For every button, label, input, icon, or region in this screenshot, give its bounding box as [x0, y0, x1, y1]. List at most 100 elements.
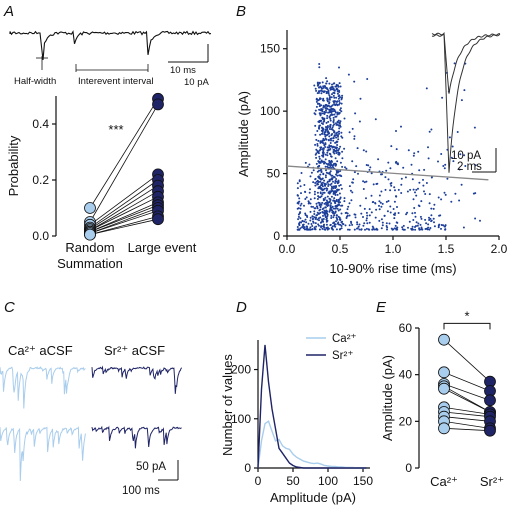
b-data-point: [299, 185, 302, 188]
b-data-point: [414, 215, 417, 218]
b-data-point: [326, 87, 328, 90]
b-data-point: [460, 99, 463, 102]
e-pair-line: [443, 406, 491, 415]
b-data-point: [374, 118, 377, 121]
b-data-point: [331, 104, 334, 107]
b-data-point: [304, 218, 307, 221]
b-data-point: [313, 216, 316, 219]
b-data-point: [366, 78, 369, 80]
b-data-point: [316, 81, 319, 84]
b-data-point: [393, 186, 396, 189]
b-data-point: [381, 221, 384, 224]
b-data-point: [359, 97, 362, 100]
b-data-point: [320, 182, 323, 185]
b-data-point: [329, 173, 332, 176]
b-data-point: [356, 223, 359, 226]
b-data-point: [340, 187, 343, 190]
b-data-point: [421, 228, 424, 231]
b-data-point: [326, 131, 329, 133]
b-data-point: [308, 228, 311, 231]
b-data-point: [374, 202, 377, 205]
b-data-point: [319, 146, 322, 149]
a-pair-line: [89, 202, 159, 233]
b-data-point: [387, 200, 390, 202]
b-data-point: [324, 107, 327, 110]
b-data-point: [312, 181, 315, 184]
b-data-point: [414, 226, 416, 228]
a-category-random: Random: [65, 240, 114, 255]
b-data-point: [427, 157, 430, 160]
b-data-point: [333, 131, 335, 134]
b-data-point: [298, 224, 301, 227]
b-data-point: [305, 221, 308, 224]
b-data-point: [329, 198, 332, 201]
b-data-point: [335, 171, 338, 174]
b-data-point: [367, 164, 370, 167]
b-data-point: [336, 103, 338, 106]
a-category-random-2: Summation: [57, 256, 123, 271]
a-pair-line: [89, 174, 159, 226]
b-data-point: [334, 211, 337, 214]
b-data-point: [316, 84, 319, 87]
b-data-point: [329, 88, 332, 91]
panel-label-a: A: [3, 3, 14, 20]
c-trace: [0, 366, 86, 409]
b-data-point: [321, 208, 324, 211]
b-data-point: [304, 212, 307, 215]
b-data-point: [354, 216, 357, 219]
b-data-point: [333, 185, 336, 188]
b-data-point: [400, 183, 403, 186]
b-data-point: [316, 198, 319, 200]
b-data-point: [338, 94, 341, 97]
b-data-point: [353, 228, 356, 231]
b-data-point: [324, 158, 327, 161]
b-data-point: [338, 132, 341, 135]
b-data-point: [443, 225, 446, 228]
b-data-point: [360, 228, 363, 231]
b-data-point: [454, 192, 457, 195]
b-data-point: [339, 85, 342, 88]
b-x-tick-label: 1.0: [385, 242, 402, 256]
b-data-point: [325, 189, 328, 192]
b-data-point: [397, 212, 400, 214]
d-x-tick-label: 150: [353, 474, 373, 488]
b-data-point: [380, 218, 383, 221]
b-data-point: [332, 124, 335, 127]
d-y-tick-label: 0: [244, 461, 251, 475]
b-data-point: [337, 85, 340, 88]
b-data-point: [337, 179, 340, 182]
b-data-point: [416, 224, 419, 227]
b-x-tick-label: 0.5: [332, 242, 349, 256]
b-data-point: [321, 188, 324, 191]
b-data-point: [314, 182, 317, 184]
b-data-point: [317, 187, 320, 190]
b-data-point: [333, 92, 336, 95]
a-pair-line: [89, 216, 159, 235]
b-data-point: [330, 139, 332, 142]
b-y-tick-label: 0: [273, 229, 280, 243]
b-inset-amp-label: 10 pA: [451, 150, 481, 162]
b-data-point: [370, 194, 373, 197]
e-pair-line: [443, 383, 491, 401]
e-pair-line: [443, 371, 491, 392]
b-data-point: [335, 152, 338, 154]
b-data-point: [402, 224, 405, 227]
b-data-point: [309, 216, 312, 219]
b-y-axis-label: Amplitude (pA): [236, 91, 251, 177]
b-data-point: [326, 151, 329, 154]
b-data-point: [329, 145, 332, 148]
b-data-point: [315, 202, 318, 205]
a-y-tick-label: 0.4: [32, 117, 49, 131]
b-data-point: [336, 144, 339, 146]
b-data-point: [318, 204, 321, 206]
b-data-point: [329, 183, 332, 186]
b-data-point: [311, 225, 314, 227]
b-data-point: [335, 150, 337, 153]
b-data-point: [459, 153, 462, 156]
a-random-point: [84, 202, 96, 214]
b-data-point: [334, 146, 337, 149]
b-data-point: [428, 193, 431, 196]
b-data-point: [379, 201, 382, 204]
b-data-point: [438, 223, 441, 226]
b-data-point: [334, 134, 337, 137]
